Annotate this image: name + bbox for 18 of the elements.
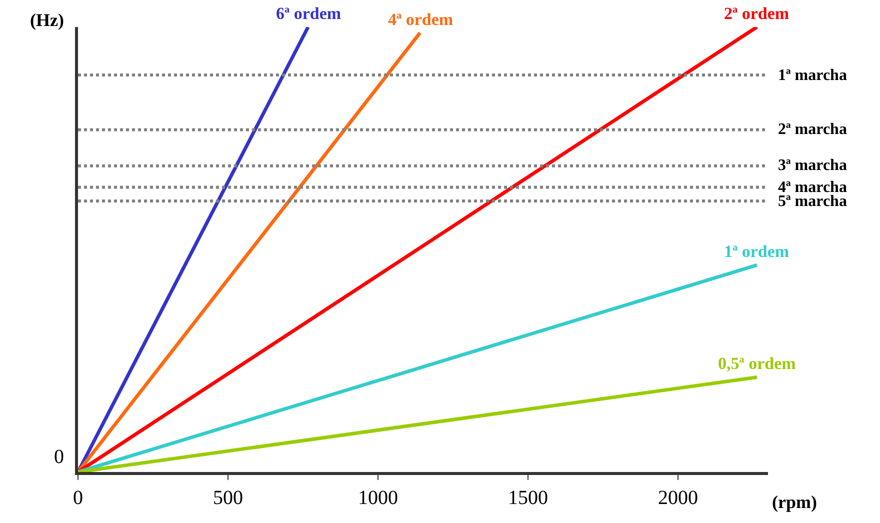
y-axis-title: (Hz): [30, 10, 64, 30]
series-label: 0,5ª ordem: [718, 354, 796, 373]
x-tick-label: 0: [73, 487, 83, 509]
series-label: 2ª ordem: [724, 4, 790, 23]
x-tick-label: 2000: [658, 487, 698, 509]
x-tick-label: 1000: [358, 487, 398, 509]
text: 0: [54, 446, 64, 468]
ref-line-label: 5ª marcha: [778, 193, 847, 210]
ref-line-label: 4ª marcha: [778, 179, 847, 196]
x-axis-title: (rpm): [772, 492, 817, 512]
ref-line-label: 3ª marcha: [778, 157, 847, 174]
series-label: 6ª ordem: [276, 4, 342, 23]
ref-line-label: 2ª marcha: [778, 121, 847, 138]
x-tick-label: 500: [213, 487, 243, 509]
x-tick-label: 1500: [508, 487, 548, 509]
ref-line-label: 1ª marcha: [778, 67, 847, 84]
series-label: 1ª ordem: [724, 242, 790, 261]
series-label: 4ª ordem: [388, 10, 454, 29]
